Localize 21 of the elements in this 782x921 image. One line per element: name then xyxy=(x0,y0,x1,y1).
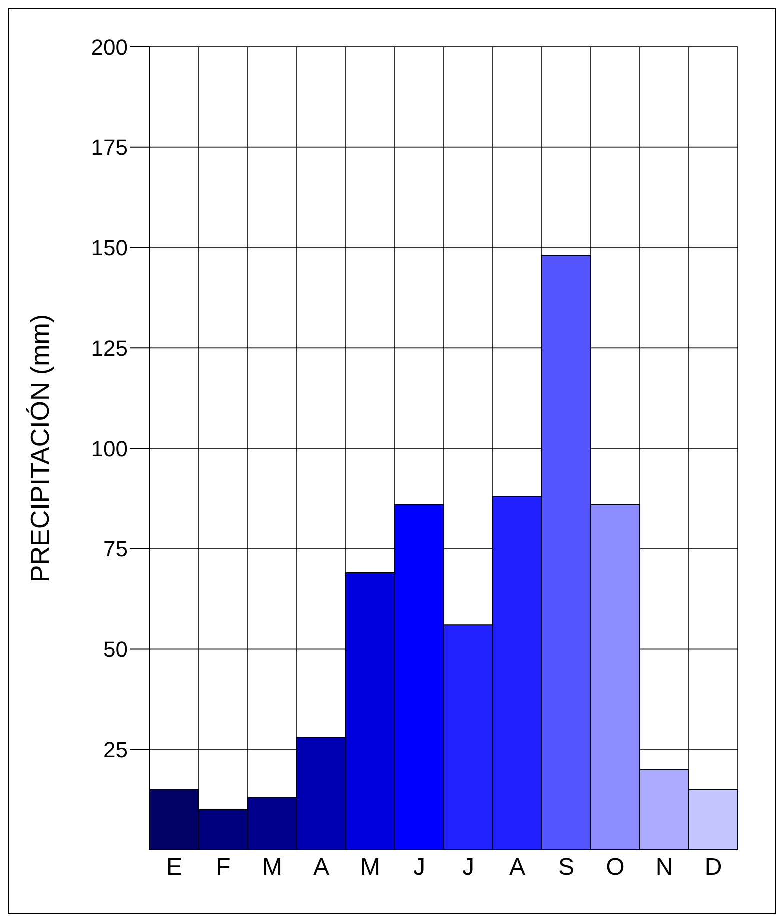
x-tick-label: J xyxy=(414,854,426,882)
x-tick-label: M xyxy=(360,854,380,882)
x-tick-label: A xyxy=(509,854,526,882)
x-tick-label: N xyxy=(656,854,674,882)
y-tick-label: 100 xyxy=(91,436,128,462)
y-tick-label: 50 xyxy=(104,637,128,662)
y-tick-label: 25 xyxy=(104,737,128,762)
x-tick-label: D xyxy=(704,854,722,882)
x-tick-label: M xyxy=(262,854,282,882)
y-axis-title: PRECIPITACIÓN (mm) xyxy=(25,314,56,583)
y-tick-label: 125 xyxy=(91,336,128,361)
x-tick-label: S xyxy=(558,854,575,882)
y-tick-label: 75 xyxy=(104,536,128,562)
y-tick-label: 150 xyxy=(91,236,128,261)
x-tick-label: E xyxy=(166,854,183,882)
y-tick-label: 200 xyxy=(91,34,128,60)
y-tick-label: 175 xyxy=(91,135,128,160)
x-tick-label: O xyxy=(606,854,625,882)
x-tick-label: J xyxy=(462,854,474,882)
x-tick-label: A xyxy=(313,854,330,882)
x-tick-label: F xyxy=(216,854,231,882)
